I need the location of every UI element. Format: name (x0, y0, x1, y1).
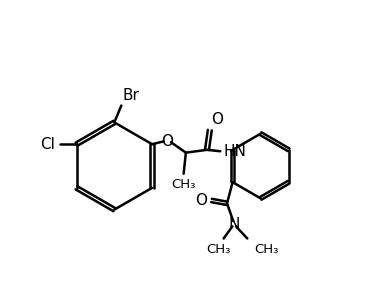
Text: HN: HN (223, 144, 246, 159)
Text: CH₃: CH₃ (171, 178, 196, 191)
Text: O: O (195, 193, 207, 208)
Text: N: N (228, 217, 240, 232)
Text: Cl: Cl (40, 137, 56, 152)
Text: O: O (211, 112, 223, 127)
Text: Br: Br (123, 88, 140, 103)
Text: O: O (162, 134, 174, 149)
Text: CH₃: CH₃ (206, 243, 231, 256)
Text: CH₃: CH₃ (254, 243, 278, 256)
